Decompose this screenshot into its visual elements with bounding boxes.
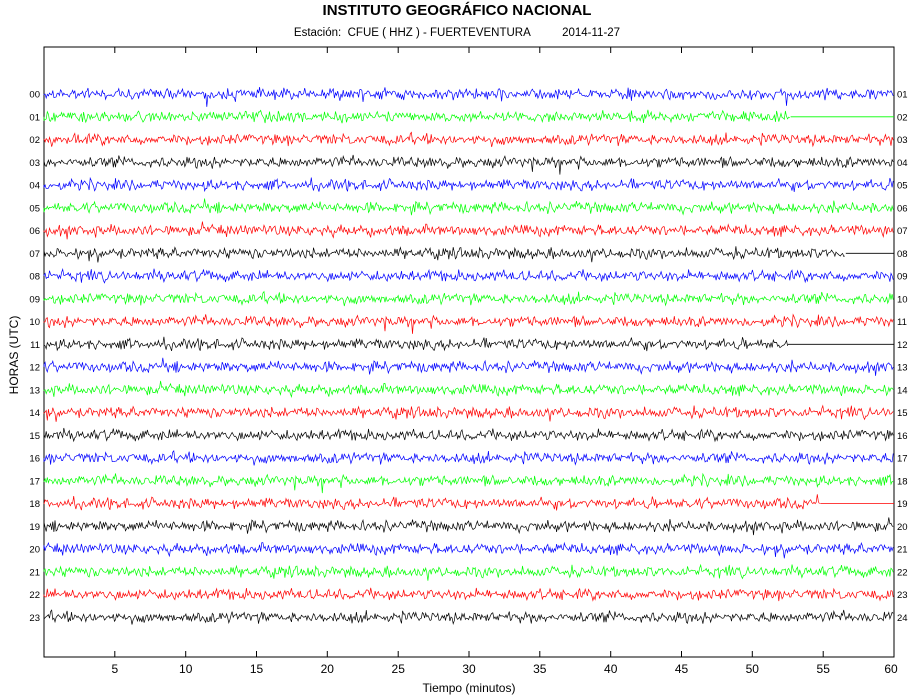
x-axis-label: Tiempo (minutos): [423, 681, 516, 695]
right-hour-label: 15: [897, 408, 908, 419]
x-tick-label: 60: [884, 662, 898, 676]
trace-hour-05: [43, 198, 894, 216]
y-axis-label: HORAS (UTC): [7, 316, 21, 395]
left-hour-label: 04: [29, 181, 40, 192]
chart-title: INSTITUTO GEOGRÁFICO NACIONAL: [322, 2, 592, 19]
x-tick-label: 55: [817, 662, 831, 676]
right-hour-label: 21: [897, 545, 908, 556]
trace-hour-09: [43, 290, 894, 307]
right-hour-label: 11: [897, 317, 907, 328]
x-tick-label: 25: [392, 662, 406, 676]
chart-subtitle: Estación: CFUE ( HHZ ) - FUERTEVENTURA 2…: [0, 27, 914, 39]
left-hour-label: 12: [29, 363, 40, 374]
left-hour-label: 13: [29, 385, 40, 396]
right-hour-label: 07: [897, 226, 908, 237]
left-hour-label: 20: [29, 545, 40, 556]
trace-hour-17: [43, 472, 894, 494]
left-hour-label: 02: [29, 135, 40, 146]
right-hour-label: 08: [897, 249, 908, 260]
right-hour-label: 05: [897, 181, 908, 192]
left-hour-label: 22: [29, 590, 40, 601]
left-hour-label: 05: [29, 203, 40, 214]
right-hour-label: 13: [897, 363, 908, 374]
right-hour-label: 03: [897, 135, 908, 146]
trace-hour-12: [43, 357, 894, 376]
left-hour-label: 21: [29, 567, 40, 578]
left-hour-label: 01: [29, 112, 40, 123]
trace-hour-15: [43, 427, 894, 443]
trace-hour-07: [43, 246, 845, 263]
right-hour-label: 02: [897, 112, 908, 123]
trace-hour-11: [43, 336, 788, 352]
left-hour-label: 16: [29, 454, 40, 465]
left-hour-label: 09: [29, 294, 40, 305]
left-hour-label: 07: [29, 249, 40, 260]
trace-hour-04: [43, 176, 894, 193]
x-tick-label: 30: [462, 662, 476, 676]
x-tick-label: 50: [746, 662, 760, 676]
left-hour-label: 10: [29, 317, 40, 328]
trace-hour-03: [43, 154, 894, 175]
right-hour-label: 19: [897, 499, 908, 510]
right-hour-label: 09: [897, 272, 908, 283]
x-tick-label: 15: [250, 662, 264, 676]
x-tick-label: 40: [604, 662, 618, 676]
trace-hour-00: [43, 86, 894, 107]
trace-hour-22: [43, 587, 894, 602]
trace-hour-19: [43, 517, 894, 536]
right-hour-label: 20: [897, 522, 908, 533]
right-hour-label: 16: [897, 431, 908, 442]
trace-hour-06: [43, 221, 894, 240]
right-hour-label: 06: [897, 203, 908, 214]
x-tick-label: 45: [675, 662, 689, 676]
left-hour-label: 15: [29, 431, 40, 442]
right-hour-label: 04: [897, 158, 908, 169]
right-hour-label: 01: [897, 90, 908, 101]
x-ticks-group: 5 10 15 20 25 30 35 40 45 50 55 60: [111, 47, 898, 676]
right-hour-label: 12: [897, 340, 908, 351]
x-tick-label: 35: [533, 662, 547, 676]
recording-date: 2014-11-27: [562, 27, 621, 39]
left-hour-label: 00: [29, 90, 40, 101]
trace-hour-13: [43, 380, 894, 398]
x-tick-label: 5: [111, 662, 118, 676]
trace-hour-21: [43, 563, 894, 581]
left-hour-label: 17: [29, 476, 40, 487]
right-hour-label: 14: [897, 385, 908, 396]
trace-hour-14: [43, 404, 894, 422]
right-hour-label: 18: [897, 476, 908, 487]
left-hour-label: 14: [29, 408, 40, 419]
trace-hour-23: [43, 609, 894, 626]
right-hour-label: 10: [897, 294, 908, 305]
x-tick-label: 20: [321, 662, 335, 676]
left-hour-label: 18: [29, 499, 40, 510]
station-prefix: Estación:: [293, 27, 342, 39]
station-name: CFUE ( HHZ ) - FUERTEVENTURA: [347, 27, 531, 39]
right-hour-label: 17: [897, 454, 908, 465]
trace-hour-10: [43, 313, 894, 334]
right-hour-label: 24: [897, 613, 908, 624]
trace-hour-02: [43, 131, 894, 148]
left-hour-label: 06: [29, 226, 40, 237]
traces-group: [43, 86, 894, 626]
right-hour-label: 22: [897, 567, 908, 578]
left-hour-label: 19: [29, 522, 40, 533]
hour-labels-group: 00 01 02 03 04 05 06 07 08 09 10 11 12 13 14 15 16 17 18 19…: [29, 90, 907, 624]
trace-hour-18: [43, 494, 820, 511]
left-hour-label: 08: [29, 272, 40, 283]
trace-hour-20: [43, 541, 894, 559]
trace-hour-16: [43, 450, 894, 466]
right-hour-label: 23: [897, 590, 908, 601]
x-tick-label: 10: [179, 662, 193, 676]
trace-hour-08: [43, 267, 894, 284]
left-hour-label: 23: [29, 613, 40, 624]
left-hour-label: 03: [29, 158, 40, 169]
left-hour-label: 11: [30, 340, 40, 351]
trace-hour-01: [43, 109, 791, 124]
